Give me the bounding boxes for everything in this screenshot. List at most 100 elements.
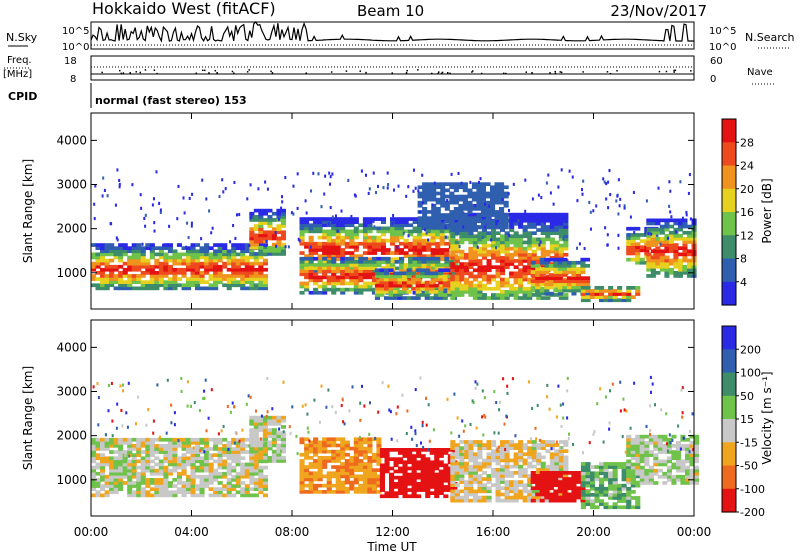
velocity-cell [190,474,196,479]
velocity-cell [145,444,151,448]
velocity-cell [262,449,268,454]
velocity-cell [172,441,178,445]
power-cell [371,287,377,292]
power-cell [195,261,201,266]
velocity-cell [100,441,106,445]
power-cell [563,215,569,220]
power-cell [390,229,396,234]
velocity-cell [326,486,332,491]
power-cell [500,290,506,294]
power-cell [217,274,223,278]
power-cell [190,271,196,275]
power-cell [213,286,219,291]
velocity-cell [226,484,232,488]
power-cell [490,213,496,217]
velocity-cell [389,478,395,483]
power-cell [566,285,572,290]
velocity-cell [140,437,146,442]
power-cell [459,283,465,288]
power-scatter-cell [229,240,232,244]
power-cell [426,191,432,196]
power-cell [646,258,652,263]
velocity-cell [340,465,346,469]
velocity-cell [331,459,337,463]
velocity-cell [249,456,255,460]
velocity-cell [335,477,341,482]
power-cell [664,237,670,241]
power-scatter-cell [405,194,408,198]
velocity-cell [367,449,373,454]
velocity-cell [313,477,319,482]
power-cell [491,237,497,242]
velocity-cell [276,437,282,442]
velocity-cell [522,495,528,500]
velocity-cell [612,465,618,469]
nave-dot [438,71,440,73]
power-cell [548,282,554,287]
power-cell [362,266,368,270]
power-cell [431,188,437,193]
power-cell [340,266,346,270]
power-cell [331,241,337,246]
power-cell [430,260,436,264]
velocity-cell [630,437,636,442]
power-cell [172,277,178,281]
power-cell [687,274,693,278]
power-cell [438,271,444,276]
velocity-cell [331,449,337,454]
velocity-cell [231,468,237,473]
velocity-cell [136,474,142,479]
power-cell [204,286,210,291]
power-scatter-cell [292,212,295,216]
power-cell [394,217,400,221]
power-cell [420,271,426,276]
velocity-cell [172,462,178,467]
velocity-map [91,375,700,510]
power-scatter-cell [139,193,142,197]
power-cell [522,252,528,257]
power-cell [172,283,178,288]
velocity-cell [313,483,319,488]
power-cell [485,194,491,199]
velocity-cell [603,505,609,510]
velocity-cell [454,467,460,472]
power-cell [217,258,223,263]
power-cell [367,257,373,262]
velocity-cell [276,449,282,454]
velocity-cell [308,446,314,451]
power-cell [412,229,418,234]
power-cell [331,254,337,258]
power-cell [454,283,460,288]
power-cell [308,248,314,252]
velocity-cell [299,486,305,491]
velocity-cell [376,462,382,466]
velocity-cell [195,447,201,451]
power-cell [435,229,441,234]
velocity-cell [109,487,115,491]
power-cell [326,241,332,246]
power-cell [331,266,337,270]
velocity-cell [217,462,223,467]
power-cell [518,249,524,254]
velocity-cell [109,481,115,485]
power-cell [322,287,328,292]
power-cell [308,235,314,240]
power-cell [299,284,305,289]
power-cell [562,264,568,268]
velocity-cell [231,478,237,482]
power-cell [308,238,314,243]
velocity-cell [235,471,241,476]
power-cell [553,282,559,287]
power-cell [513,290,519,294]
velocity-cell [304,452,310,457]
velocity-cell [539,486,545,491]
power-cell [650,271,656,275]
velocity-cell [531,452,537,457]
velocity-cell [262,425,268,429]
velocity-cell [539,471,545,475]
power-scatter-cell [208,209,211,213]
velocity-cell [176,481,182,485]
power-cell [462,222,468,227]
power-cell [467,216,473,220]
power-cell [580,276,586,280]
